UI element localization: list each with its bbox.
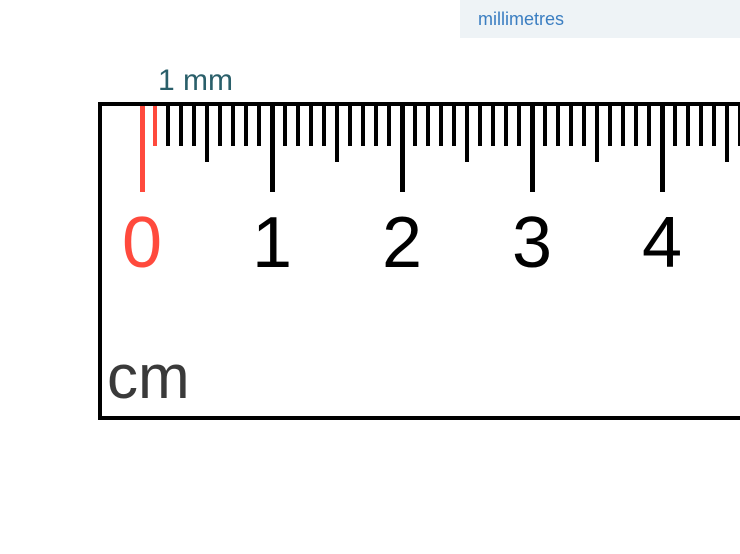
tick-mm-6 bbox=[218, 106, 222, 146]
link-millimetres-box[interactable]: millimetres bbox=[460, 0, 740, 38]
tick-mm-19 bbox=[387, 106, 391, 146]
tick-mm-14 bbox=[322, 106, 326, 146]
tick-mm-9 bbox=[257, 106, 261, 146]
tick-mm-23 bbox=[439, 106, 443, 146]
tick-mm-41 bbox=[673, 106, 677, 146]
tick-mm-15 bbox=[335, 106, 339, 162]
tick-mm-17 bbox=[361, 106, 365, 146]
tick-mm-21 bbox=[413, 106, 417, 146]
tick-mm-5 bbox=[205, 106, 209, 162]
tick-mm-32 bbox=[556, 106, 560, 146]
tick-mm-40 bbox=[660, 106, 665, 192]
tick-mm-25 bbox=[465, 106, 469, 162]
tick-mm-20 bbox=[400, 106, 405, 192]
cm-label-2: 2 bbox=[382, 202, 422, 284]
tick-mm-28 bbox=[504, 106, 508, 146]
tick-mm-29 bbox=[517, 106, 521, 146]
tick-mm-13 bbox=[309, 106, 313, 146]
cm-label-0: 0 bbox=[122, 202, 162, 284]
tick-mm-24 bbox=[452, 106, 456, 146]
tick-mm-37 bbox=[621, 106, 625, 146]
tick-mm-7 bbox=[231, 106, 235, 146]
tick-mm-45 bbox=[725, 106, 729, 162]
ruler-unit-label: cm bbox=[107, 342, 190, 413]
ruler: 0 1 2 3 4 cm bbox=[98, 102, 740, 420]
tick-mm-36 bbox=[608, 106, 612, 146]
tick-mm-44 bbox=[712, 106, 716, 146]
tick-mm-4 bbox=[192, 106, 196, 146]
tick-mm-35 bbox=[595, 106, 599, 162]
tick-mm-34 bbox=[582, 106, 586, 146]
tick-mm-12 bbox=[296, 106, 300, 146]
tick-mm-33 bbox=[569, 106, 573, 146]
mm-annotation-label: 1 mm bbox=[158, 64, 233, 98]
tick-mm-38 bbox=[634, 106, 638, 146]
tick-mm-43 bbox=[699, 106, 703, 146]
tick-mm-3 bbox=[179, 106, 183, 146]
cm-label-4: 4 bbox=[642, 202, 682, 284]
tick-mm-1 bbox=[153, 106, 157, 146]
tick-mm-11 bbox=[283, 106, 287, 146]
tick-mm-30 bbox=[530, 106, 535, 192]
tick-mm-16 bbox=[348, 106, 352, 146]
tick-mm-10 bbox=[270, 106, 275, 192]
cm-label-1: 1 bbox=[252, 202, 292, 284]
link-millimetres-label: millimetres bbox=[478, 9, 564, 30]
tick-mm-26 bbox=[478, 106, 482, 146]
tick-mm-39 bbox=[647, 106, 651, 146]
tick-mm-31 bbox=[543, 106, 547, 146]
tick-mm-8 bbox=[244, 106, 248, 146]
tick-mm-42 bbox=[686, 106, 690, 146]
tick-mm-27 bbox=[491, 106, 495, 146]
tick-mm-18 bbox=[374, 106, 378, 146]
cm-label-3: 3 bbox=[512, 202, 552, 284]
tick-mm-0 bbox=[140, 106, 145, 192]
tick-mm-22 bbox=[426, 106, 430, 146]
tick-mm-2 bbox=[166, 106, 170, 146]
